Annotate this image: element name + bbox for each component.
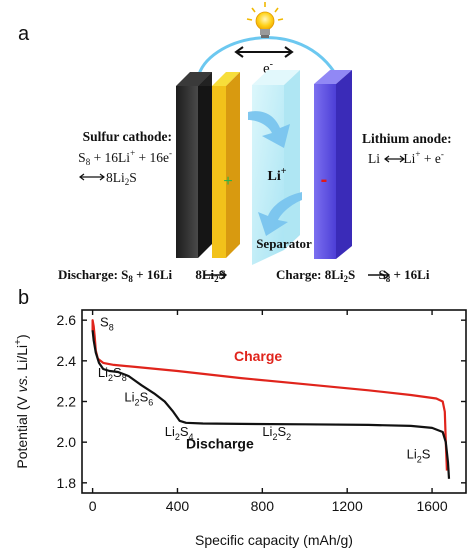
plus-sign: + (223, 173, 232, 190)
cathode-reversible-arrow-icon (79, 173, 105, 181)
cathode-title: Sulfur cathode: (83, 129, 172, 144)
electron-label: e- (263, 59, 273, 77)
double-arrow-icon (234, 46, 294, 58)
ion-arrow-icon (248, 111, 302, 236)
x-tick-label-1: 400 (166, 498, 190, 514)
anode-title: Lithium anode: (362, 131, 452, 146)
annotation-3: Li2S4 (165, 424, 194, 442)
charge-arrow-icon (368, 270, 391, 280)
annotation-1: Li2S8 (98, 365, 127, 383)
cathode-equation-line1: S8 + 16Li+ + 16e- (78, 148, 172, 167)
series-line-charge (91, 319, 448, 471)
annotation-2: Li2S6 (124, 390, 153, 408)
sulfur-layer (212, 72, 240, 258)
external-wire (196, 36, 340, 79)
discharge-charge-chart: 0 400 800 1200 1600 1.8 2.0 2.2 2.4 2.6 S8 Li2S8 Li2… (13, 309, 467, 548)
panel-a: a e- (18, 2, 452, 284)
series-label-1: Discharge (186, 435, 254, 451)
annotation-0: S8 (100, 314, 114, 332)
panel-b: b 0 400 800 1200 1600 1.8 2.0 2.2 2.4 2.6 S8 Li2S8 L… (13, 287, 467, 548)
x-tick-label-3: 1200 (332, 498, 363, 514)
light-bulb-icon (246, 2, 284, 38)
minus-sign: - (321, 169, 328, 191)
annotation-4: Li2S2 (262, 424, 291, 442)
discharge-arrow-icon (205, 270, 228, 280)
annotation-5: Li2S (407, 446, 431, 464)
y-tick-label-1: 2.0 (57, 434, 77, 450)
y-tick-label-3: 2.4 (57, 353, 77, 369)
anode-reversible-arrow-icon (384, 155, 405, 163)
charge-equation: Charge: 8Li2S S8 + 16Li (276, 267, 430, 284)
cathode-equation-line2: 8Li2S (106, 170, 137, 187)
li-ion-label: Li+ (268, 166, 287, 184)
x-axis-label: Specific capacity (mAh/g) (195, 532, 353, 548)
separator-label: Separator (256, 236, 312, 251)
x-tick-label-0: 0 (89, 498, 97, 514)
lithium-anode (314, 70, 352, 259)
x-tick-label-2: 800 (251, 498, 275, 514)
series-line-discharge (91, 330, 451, 479)
panel-a-label: a (18, 23, 30, 45)
y-tick-label-4: 2.6 (57, 312, 77, 328)
x-tick-label-4: 1600 (416, 498, 447, 514)
series-label-0: Charge (234, 348, 282, 364)
y-tick-label-2: 2.2 (57, 394, 77, 410)
sulfur-cathode (176, 72, 212, 258)
panel-b-label: b (18, 287, 29, 309)
y-axis-label: Potential (V vs. Li/Li+) (13, 334, 30, 468)
discharge-equation: Discharge: S8 + 16Li 8Li2S (58, 267, 226, 284)
anode-equation: Li Li+ + e- (368, 149, 444, 166)
y-tick-label-0: 1.8 (57, 475, 77, 491)
